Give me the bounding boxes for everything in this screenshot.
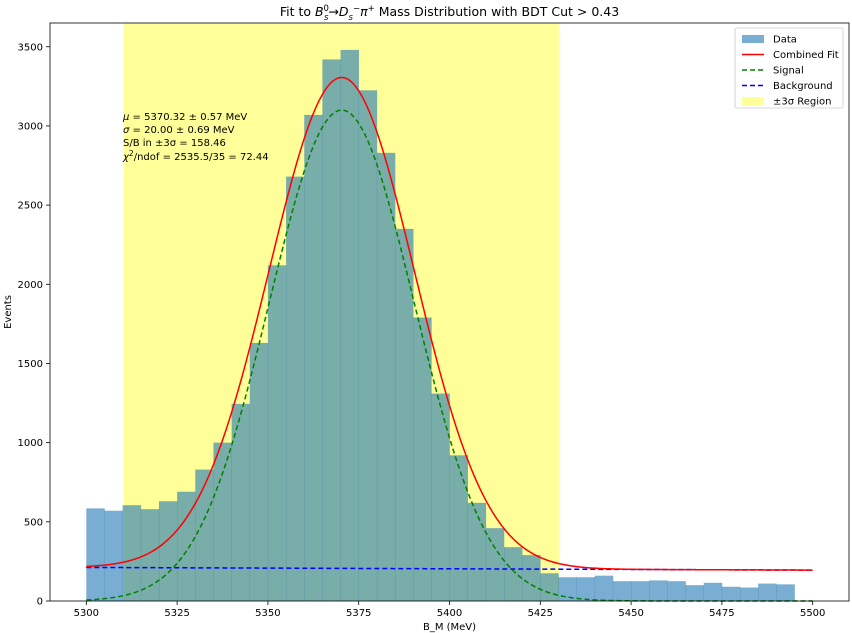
combined-fit-curve	[86, 76, 813, 571]
x-tick-label: 5475	[709, 608, 734, 619]
histogram-bar	[358, 90, 378, 602]
background-curve	[86, 566, 813, 571]
y-tick-label: 500	[24, 517, 43, 528]
x-tick-label: 5425	[528, 608, 553, 619]
histogram-bar	[177, 491, 196, 601]
histogram-bar	[576, 577, 596, 601]
y-tick-label: 2500	[18, 201, 43, 212]
histogram-bar	[467, 502, 487, 601]
legend-background-label: Background	[773, 81, 833, 92]
histogram-bar	[304, 114, 323, 602]
histogram-bar	[286, 176, 305, 602]
x-tick-label: 5400	[437, 608, 462, 619]
histogram-bar	[376, 152, 396, 601]
plot-area: 5300 5325 5350 5375 5400 5425 5450 5475 5500 0 500…	[18, 22, 850, 619]
histogram-bar	[195, 469, 214, 601]
y-tick-label: 3500	[18, 42, 43, 53]
histogram-bar	[431, 393, 450, 601]
legend-signal-label: Signal	[773, 66, 804, 77]
chart-title: Fit to B0 s→Ds−π+ Mass Distribution with …	[280, 4, 619, 23]
x-axis-label: B_M (MeV)	[423, 622, 476, 633]
histogram-bar	[231, 403, 251, 601]
histogram-bar	[267, 265, 287, 601]
histogram-bar	[685, 585, 705, 601]
annotation-sb: S/B in ±3σ = 158.46	[123, 138, 226, 149]
legend-data-swatch	[742, 35, 764, 43]
histogram-bar	[522, 555, 541, 601]
histogram-bar	[558, 577, 577, 601]
histogram-bar	[485, 528, 505, 601]
y-tick-label: 3000	[18, 121, 43, 132]
legend-box	[734, 27, 844, 109]
histogram-bar	[721, 586, 741, 601]
histogram-bar	[249, 342, 269, 601]
histogram-bar	[413, 317, 432, 601]
y-tick-label: 1500	[18, 359, 43, 370]
x-tick-label: 5300	[74, 608, 99, 619]
histogram-bar	[703, 582, 723, 601]
x-tick-label: 5450	[618, 608, 643, 619]
histogram-bar	[322, 59, 341, 601]
y-tick-label: 2000	[18, 280, 43, 291]
histogram-bar	[667, 581, 686, 601]
histogram-bar	[776, 584, 795, 601]
x-tick-label: 5350	[255, 608, 280, 619]
histogram-bar	[213, 442, 232, 601]
y-axis-label: Events	[3, 295, 14, 329]
legend-data-label: Data	[773, 35, 797, 46]
histogram-bar	[122, 505, 142, 601]
legend-region-swatch	[742, 97, 764, 105]
histogram-bar	[740, 587, 759, 601]
histogram-bar	[395, 228, 414, 601]
x-tick-label: 5325	[164, 608, 189, 619]
histogram-bar	[503, 547, 523, 601]
y-tick-label: 0	[37, 597, 43, 608]
histogram-bar	[594, 575, 614, 601]
annotation-sigma: σ = 20.00 ± 0.69 MeV	[123, 125, 235, 136]
x-tick-label: 5375	[346, 608, 371, 619]
histogram-bar	[631, 581, 650, 601]
histogram-bar	[140, 509, 160, 601]
histogram-bar	[758, 583, 777, 601]
y-tick-label: 1000	[18, 438, 43, 449]
histogram-bar	[104, 510, 123, 601]
histogram-bar	[612, 581, 632, 601]
annotation-chi2: χ2/ndof = 2535.5/35 = 72.44	[122, 149, 269, 163]
histogram-bar	[649, 580, 668, 601]
histogram-bar	[340, 49, 360, 602]
histogram-bar	[158, 501, 178, 601]
histogram-bar	[86, 508, 105, 601]
annotation-mu: μ = 5370.32 ± 0.57 MeV	[122, 112, 247, 123]
legend: Data Combined Fit Signal Background ±3σ Regi…	[734, 27, 844, 109]
legend-combined-fit-label: Combined Fit	[773, 50, 839, 61]
histogram-bar	[540, 573, 559, 601]
histogram-bar	[449, 455, 468, 601]
fit-annotations: μ = 5370.32 ± 0.57 MeV σ = 20.00 ± 0.69 M…	[122, 112, 269, 163]
legend-region-label: ±3σ Region	[773, 97, 832, 108]
x-tick-label: 5500	[800, 608, 825, 619]
